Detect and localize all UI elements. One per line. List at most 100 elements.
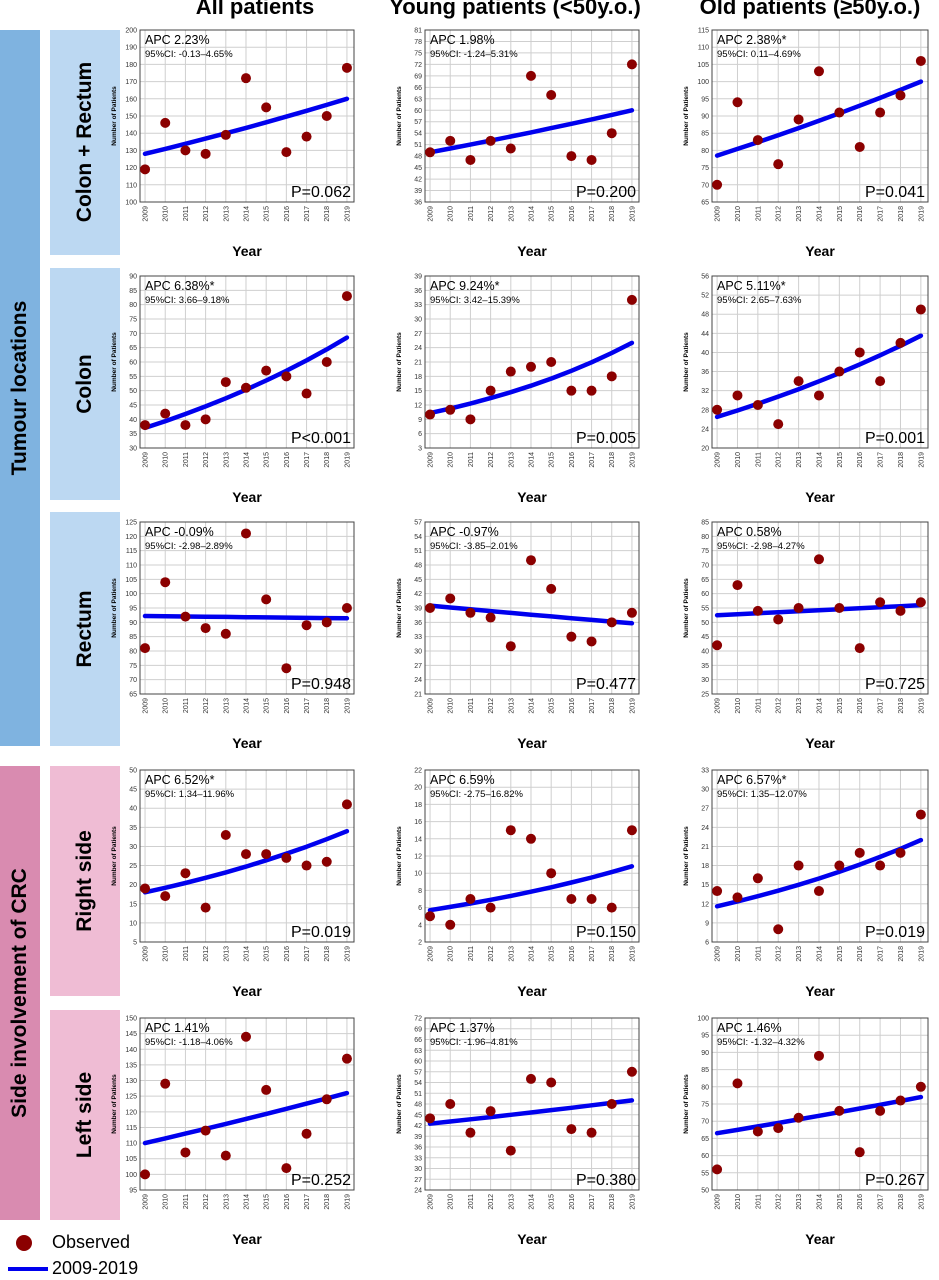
y-tick-label: 70 xyxy=(129,331,137,338)
x-tick-label: 2018 xyxy=(324,452,331,468)
y-tick-label: 36 xyxy=(414,288,422,295)
observed-point xyxy=(160,891,171,902)
x-axis-title: Year xyxy=(517,983,547,999)
x-axis-title: Year xyxy=(232,735,262,751)
y-tick-label: 42 xyxy=(414,177,422,184)
x-tick-label: 2011 xyxy=(183,946,190,961)
y-tick-label: 30 xyxy=(129,844,137,851)
x-tick-label: 2014 xyxy=(528,698,535,714)
x-axis-title: Year xyxy=(232,983,262,999)
observed-point xyxy=(875,1105,886,1116)
x-tick-label: 2011 xyxy=(468,946,475,961)
x-tick-label: 2015 xyxy=(264,206,271,222)
panel-rectum-old: 25 30 35 40 45 50 55 60 65 70 75 80 85 2009 2010 2011 20… xyxy=(672,514,934,752)
x-axis-title: Year xyxy=(517,243,547,259)
y-tick-label: 80 xyxy=(129,649,137,656)
x-tick-label: 2011 xyxy=(755,206,762,221)
observed-point xyxy=(425,1113,436,1124)
observed-point xyxy=(546,357,557,367)
observed-point xyxy=(606,128,617,139)
p-value-label: P=0.725 xyxy=(865,676,925,693)
y-tick-label: 190 xyxy=(125,45,137,52)
y-tick-label: 65 xyxy=(701,577,709,584)
x-tick-label: 2017 xyxy=(589,452,596,468)
observed-point xyxy=(200,414,211,425)
x-tick-label: 2012 xyxy=(488,206,495,222)
y-tick-label: 120 xyxy=(125,165,137,172)
x-tick-label: 2016 xyxy=(857,452,864,468)
y-tick-label: 75 xyxy=(129,663,137,670)
observed-point xyxy=(813,390,824,401)
y-axis-title: Number of Patients xyxy=(683,86,690,146)
observed-point xyxy=(854,847,865,858)
x-tick-label: 2019 xyxy=(629,1194,636,1210)
observed-point xyxy=(712,886,723,897)
y-tick-label: 75 xyxy=(701,548,709,555)
observed-point xyxy=(793,114,804,125)
observed-point xyxy=(445,593,456,604)
y-tick-label: 33 xyxy=(414,1155,422,1162)
x-tick-label: 2018 xyxy=(609,452,616,468)
x-tick-label: 2019 xyxy=(918,1194,925,1210)
y-tick-label: 85 xyxy=(129,288,137,295)
observed-point xyxy=(854,347,865,358)
y-tick-label: 39 xyxy=(414,274,422,281)
x-tick-label: 2009 xyxy=(428,698,435,714)
y-tick-label: 3 xyxy=(418,446,422,453)
panel-left-side-old: 50 55 60 65 70 75 80 85 90 95 100 2009 2010 2011 2012 2… xyxy=(672,1010,934,1248)
x-tick-label: 2017 xyxy=(304,698,311,714)
apc-label: APC 6.52%* xyxy=(145,773,215,787)
y-tick-label: 30 xyxy=(414,317,422,324)
observed-point xyxy=(875,107,886,118)
x-tick-label: 2010 xyxy=(448,698,455,714)
observed-point xyxy=(281,371,292,382)
observed-point xyxy=(915,1081,926,1092)
observed-point xyxy=(281,852,292,863)
observed-point xyxy=(732,892,743,903)
x-axis-title: Year xyxy=(232,489,262,505)
panel-rectum-all: 65 70 75 80 85 90 95 100 105 110 115 120 125 2009 2010… xyxy=(100,514,360,752)
y-tick-label: 60 xyxy=(414,1059,422,1066)
observed-point xyxy=(606,902,617,913)
ci-label: 95%CI: -2.98–2.89% xyxy=(145,541,233,552)
x-tick-label: 2018 xyxy=(898,698,905,714)
y-tick-label: 10 xyxy=(414,871,422,878)
observed-point xyxy=(140,1169,151,1180)
observed-point xyxy=(773,924,784,935)
column-header-all: All patients xyxy=(195,0,315,19)
x-tick-label: 2010 xyxy=(735,946,742,962)
y-tick-label: 35 xyxy=(129,431,137,438)
y-tick-label: 16 xyxy=(414,819,422,826)
fit-line xyxy=(142,613,350,621)
x-axis-title: Year xyxy=(517,1231,547,1247)
plot-frame xyxy=(424,521,640,695)
apc-label: APC 1.98% xyxy=(430,33,495,47)
observed-point xyxy=(180,145,191,156)
chart-svg: 21 24 27 30 33 36 39 42 45 48 51 54 57 2009 2010 2011 20… xyxy=(396,520,640,751)
y-tick-label: 36 xyxy=(701,369,709,376)
x-tick-label: 2019 xyxy=(344,452,351,468)
y-tick-label: 25 xyxy=(701,692,709,699)
observed-point xyxy=(505,366,516,377)
y-tick-label: 85 xyxy=(701,1067,709,1074)
p-value-label: P=0.019 xyxy=(865,924,925,941)
x-tick-label: 2014 xyxy=(528,1194,535,1210)
x-tick-label: 2018 xyxy=(898,452,905,468)
plot-frame xyxy=(424,769,640,943)
observed-point xyxy=(566,1124,577,1135)
observed-point xyxy=(465,894,476,904)
y-tick-label: 20 xyxy=(701,446,709,453)
p-value-label: P=0.380 xyxy=(576,1172,636,1189)
x-tick-label: 2012 xyxy=(776,698,783,714)
x-tick-label: 2011 xyxy=(468,206,475,221)
apc-label: APC 6.59% xyxy=(430,773,495,787)
x-tick-label: 2015 xyxy=(264,452,271,468)
x-tick-label: 2011 xyxy=(755,946,762,961)
x-tick-label: 2014 xyxy=(243,206,250,222)
x-tick-label: 2017 xyxy=(878,698,885,714)
x-tick-label: 2013 xyxy=(508,1194,515,1210)
x-tick-label: 2009 xyxy=(428,206,435,222)
y-tick-label: 85 xyxy=(701,520,709,527)
y-tick-label: 85 xyxy=(701,131,709,138)
ci-label: 95%CI: 1.34–11.96% xyxy=(145,789,235,800)
